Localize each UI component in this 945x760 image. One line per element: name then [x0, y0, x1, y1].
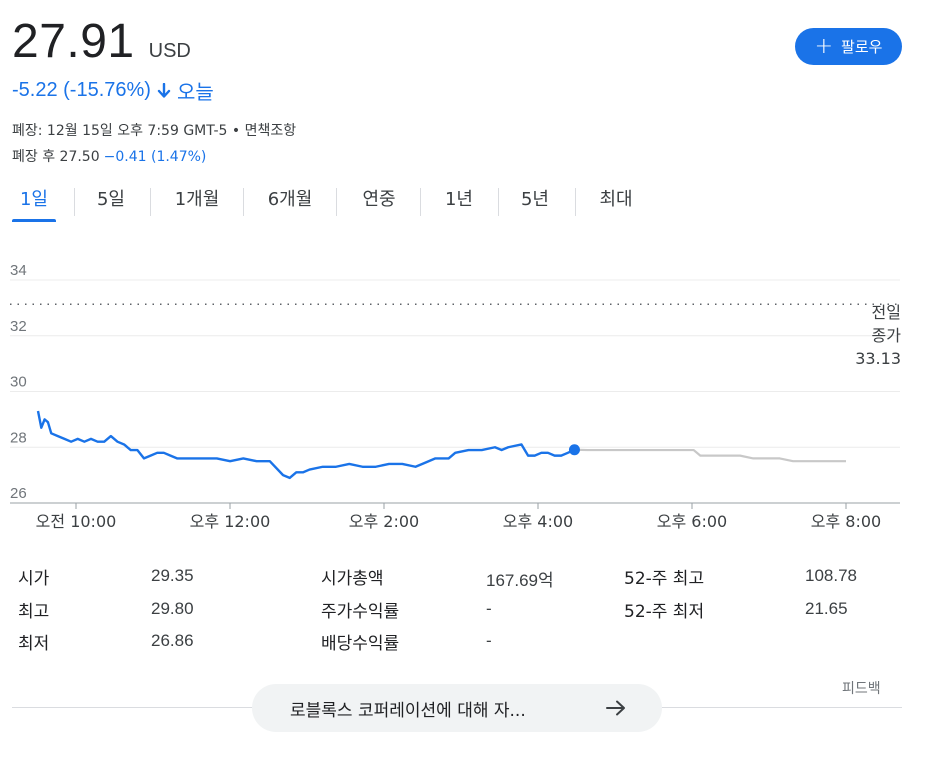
stat-label-low: 최저: [18, 634, 50, 654]
y-tick-label: 28: [10, 429, 27, 446]
prev-close-label: 33.13: [855, 349, 901, 368]
tab-max[interactable]: 최대: [592, 186, 640, 222]
follow-button-label: 팔로우: [841, 38, 883, 56]
stat-value-pe-ratio: -: [486, 599, 492, 618]
tab-divider: [420, 188, 421, 216]
tab-label: 6개월: [267, 189, 313, 210]
about-company-button[interactable]: 로블록스 코퍼레이션에 대해 자...: [252, 684, 662, 732]
tab-1d[interactable]: 1일: [12, 186, 56, 222]
series-line-regular: [36, 410, 575, 480]
x-tick-label: 오전 10:00: [36, 512, 117, 531]
x-tick-label: 오후 12:00: [190, 512, 271, 531]
tab-label: 5일: [96, 189, 125, 210]
stat-label-open: 시가: [18, 569, 50, 589]
current-point-marker: [568, 444, 580, 456]
tab-label: 1년: [444, 189, 473, 210]
tab-label: 5년: [520, 189, 549, 210]
x-tick-label: 오후 8:00: [811, 512, 881, 531]
closed-info: 폐장: 12월 15일 오후 7:59 GMT-5 • 면책조항: [12, 123, 297, 139]
stat-value-dividend-yield: -: [486, 631, 492, 650]
tab-divider: [498, 188, 499, 216]
tab-ytd[interactable]: 연중: [356, 186, 402, 222]
stat-value-market-cap: 167.69억: [486, 571, 554, 590]
tab-label: 1개월: [174, 189, 220, 210]
series-line-after-hours: [574, 448, 846, 463]
tab-label: 연중: [362, 189, 396, 210]
tab-divider: [74, 188, 75, 216]
arrow-down-icon: [157, 82, 171, 99]
price-value: 27.91: [12, 15, 135, 68]
stat-value-low: 26.86: [151, 631, 194, 650]
y-tick-label: 26: [10, 485, 27, 502]
x-tick-label: 오후 6:00: [657, 512, 727, 531]
stat-value-open: 29.35: [151, 566, 194, 585]
feedback-link[interactable]: 피드백: [842, 681, 881, 697]
prev-close-label: 전일: [872, 303, 901, 322]
stat-value-high: 29.80: [151, 599, 194, 618]
stat-label-market-cap: 시가총액: [321, 569, 384, 589]
tab-1y[interactable]: 1년: [436, 186, 482, 222]
stat-label-high: 최고: [18, 602, 50, 622]
tab-label: 최대: [599, 189, 633, 210]
y-tick-label: 34: [10, 262, 27, 279]
tab-5d[interactable]: 5일: [88, 186, 134, 222]
follow-button[interactable]: + 팔로우: [795, 28, 902, 65]
price-display: 27.91 USD: [12, 14, 191, 69]
tab-divider: [575, 188, 576, 216]
plus-icon: +: [814, 33, 834, 59]
stat-label-52w-high: 52-주 최고: [624, 569, 705, 589]
tab-6m[interactable]: 6개월: [259, 186, 321, 222]
price-change-period: 오늘: [176, 82, 214, 104]
x-tick-label: 오후 2:00: [349, 512, 419, 531]
tab-divider: [150, 188, 151, 216]
tab-divider: [336, 188, 337, 216]
stat-label-52w-low: 52-주 최저: [624, 602, 705, 622]
after-hours-change: −0.41 (1.47%): [103, 149, 207, 165]
y-tick-label: 32: [10, 318, 27, 335]
stat-label-pe-ratio: 주가수익률: [321, 602, 400, 622]
after-hours: 폐장 후 27.50 −0.41 (1.47%): [12, 146, 206, 166]
tab-divider: [243, 188, 244, 216]
stat-value-52w-high: 108.78: [805, 566, 857, 585]
tab-label: 1일: [19, 189, 48, 210]
stat-value-52w-low: 21.65: [805, 599, 848, 618]
price-change-value: -5.22 (-15.76%): [12, 79, 151, 101]
price-currency: USD: [148, 40, 191, 62]
x-tick-label: 오후 4:00: [503, 512, 573, 531]
after-hours-label: 폐장 후 27.50: [12, 149, 100, 165]
stat-label-dividend-yield: 배당수익률: [321, 634, 400, 654]
y-tick-label: 30: [10, 374, 27, 391]
tab-1m[interactable]: 1개월: [166, 186, 228, 222]
arrow-right-icon: [606, 700, 626, 716]
prev-close-label: 종가: [872, 326, 902, 345]
price-change: -5.22 (-15.76%) 오늘: [12, 76, 214, 105]
tab-5y[interactable]: 5년: [512, 186, 558, 222]
about-company-label: 로블록스 코퍼레이션에 대해 자...: [290, 700, 526, 721]
